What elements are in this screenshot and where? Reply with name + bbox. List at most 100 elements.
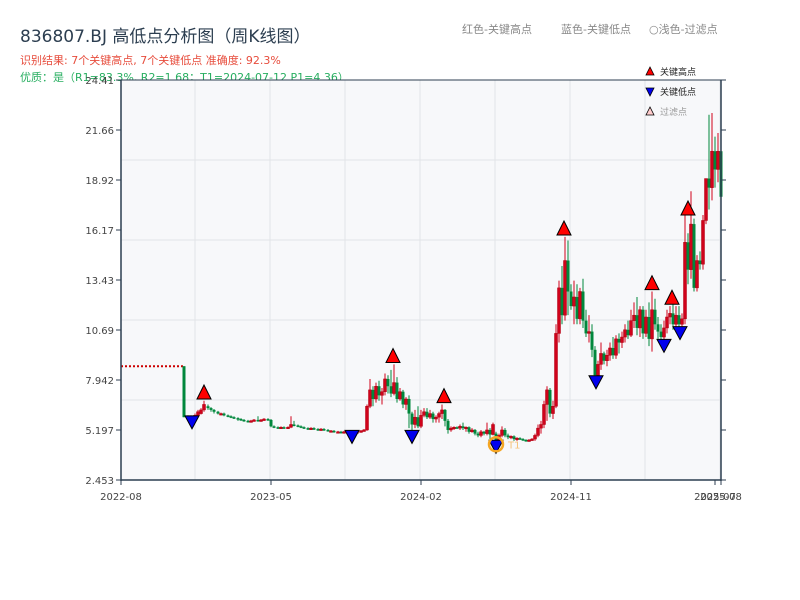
- candle-body: [716, 150, 720, 170]
- candle-body: [266, 419, 270, 421]
- y-tick-label: 21.66: [85, 126, 114, 137]
- top-legend-light: ○浅色-过滤点: [649, 23, 718, 36]
- result-summary: 识别结果: 7个关键高点, 7个关键低点 准确度: 92.3%: [20, 54, 281, 67]
- candle-body: [668, 313, 672, 318]
- candle-body: [551, 406, 555, 414]
- candle-body: [413, 416, 417, 425]
- candle-body: [443, 409, 447, 421]
- candles: [182, 112, 723, 446]
- candle-body: [554, 333, 558, 407]
- candle-body: [289, 424, 293, 428]
- candle-body: [518, 438, 522, 440]
- candle-body: [527, 439, 531, 442]
- candle-body: [371, 389, 375, 399]
- candle-body: [512, 436, 516, 440]
- candle-body: [641, 309, 645, 334]
- candle-body: [491, 424, 495, 435]
- candle-body: [374, 385, 378, 400]
- candle-body: [262, 418, 266, 421]
- candle-body: [506, 435, 510, 438]
- candle-body: [236, 418, 240, 420]
- key-low-marker-icon: [404, 429, 420, 445]
- candle-body: [359, 430, 363, 433]
- candle-body: [686, 242, 690, 270]
- candle-body: [455, 427, 459, 429]
- candle-body: [449, 427, 453, 431]
- axes: 24.41 21.66 18.92 16.17 13.43 10.69 7.942 5.197…: [85, 76, 742, 503]
- candle-body: [319, 428, 323, 431]
- key-high-marker-icon: [556, 219, 572, 236]
- candle-body: [713, 151, 717, 170]
- candle-body: [698, 260, 702, 265]
- candle-body: [524, 439, 528, 442]
- candle-body: [199, 409, 203, 414]
- key-low-marker-icon: [344, 429, 360, 445]
- candle-body: [216, 411, 220, 414]
- key-low-marker-icon: [672, 326, 688, 341]
- candle-body: [632, 314, 636, 321]
- candle-body: [647, 317, 651, 339]
- candle-body: [500, 429, 504, 436]
- candle-body: [545, 389, 549, 405]
- candle-body: [575, 296, 579, 319]
- candle-body: [503, 429, 507, 436]
- candle-body: [566, 260, 570, 292]
- legend-label: 关键低点: [660, 86, 696, 98]
- candle-body: [342, 431, 346, 434]
- candle-body: [425, 411, 429, 418]
- candle-body: [332, 430, 336, 433]
- candle-body: [548, 389, 552, 414]
- key-high-marker-icon: [436, 387, 452, 404]
- y-tick-label: 10.69: [85, 326, 114, 337]
- candle-body: [296, 425, 300, 427]
- candle-body: [279, 426, 283, 429]
- candle-body: [710, 150, 714, 188]
- candle-body: [650, 309, 654, 340]
- candle-body: [683, 242, 687, 320]
- candle-body: [377, 386, 381, 396]
- candle-body: [246, 420, 250, 423]
- candle-body: [322, 429, 326, 431]
- candle-body: [309, 427, 313, 430]
- candle-body: [599, 353, 603, 365]
- candle-body: [249, 420, 253, 423]
- candle-body: [226, 415, 230, 417]
- candle-body: [476, 433, 480, 436]
- candle-body: [383, 378, 387, 392]
- key-low-marker-icon: [656, 338, 672, 354]
- candle-body: [584, 320, 588, 334]
- candle-body: [458, 426, 462, 429]
- candle-body: [339, 431, 343, 434]
- candle-body: [446, 420, 450, 430]
- candle-body: [282, 427, 286, 429]
- candle-body: [229, 416, 233, 418]
- candle-body: [206, 406, 210, 409]
- key-high-marker-icon: [385, 347, 401, 364]
- candle-body: [259, 419, 263, 422]
- candle-body: [329, 430, 333, 433]
- key-low-marker-icon: [588, 375, 604, 390]
- candle-body: [404, 398, 408, 405]
- candle-body: [704, 178, 708, 221]
- legend-label: 过滤点: [660, 106, 687, 118]
- candle-body: [398, 391, 402, 400]
- candle-body: [509, 436, 513, 439]
- candle-body: [434, 416, 438, 420]
- candle-body: [292, 424, 296, 426]
- candle-body: [563, 260, 567, 316]
- candle-body: [572, 296, 576, 307]
- legend-low-icon: [645, 87, 655, 97]
- candle-body: [437, 413, 441, 418]
- y-tick-label: 18.92: [85, 176, 114, 187]
- candle-body: [638, 309, 642, 329]
- candle-body: [452, 426, 456, 429]
- candle-body: [276, 427, 280, 429]
- top-legend-red: 红色-关键高点: [462, 23, 532, 36]
- candle-body: [587, 331, 591, 334]
- candle-body: [219, 413, 223, 416]
- candle-body: [182, 366, 186, 418]
- key-high-marker-icon: [680, 199, 696, 216]
- candle-body: [422, 411, 426, 416]
- candle-body: [416, 417, 420, 427]
